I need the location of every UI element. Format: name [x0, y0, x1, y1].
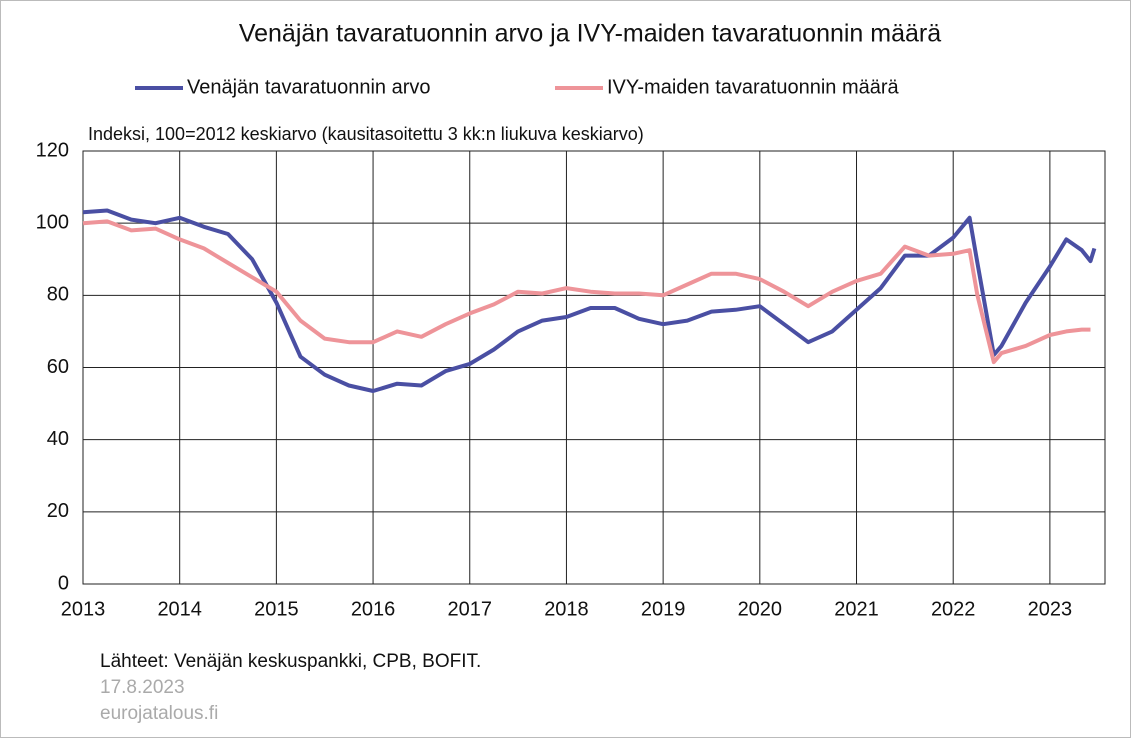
y-tick-label: 40	[47, 428, 69, 450]
x-tick-label: 2022	[931, 598, 976, 620]
x-tick-label: 2015	[254, 598, 299, 620]
x-tick-label: 2017	[448, 598, 493, 620]
y-tick-label: 60	[47, 356, 69, 378]
source: Lähteet: Venäjän keskuspankki, CPB, BOFI…	[100, 651, 481, 672]
x-tick-label: 2019	[641, 598, 686, 620]
chart-title: Venäjän tavaratuonnin arvo ja IVY-maiden…	[239, 20, 941, 48]
legend-label: Venäjän tavaratuonnin arvo	[187, 76, 431, 98]
y-tick-label: 100	[36, 211, 69, 233]
date: 17.8.2023	[100, 677, 185, 698]
x-tick-label: 2020	[738, 598, 783, 620]
website: eurojatalous.fi	[100, 703, 218, 724]
y-tick-label: 0	[58, 572, 69, 594]
y-tick-label: 120	[36, 139, 69, 161]
x-tick-label: 2023	[1028, 598, 1073, 620]
x-tick-label: 2021	[834, 598, 879, 620]
x-tick-label: 2018	[544, 598, 589, 620]
plot-border	[82, 150, 1106, 585]
series-line	[82, 219, 1091, 365]
x-tick-label: 2014	[157, 598, 202, 620]
y-tick-label: 20	[47, 500, 69, 522]
legend-label: IVY-maiden tavaratuonnin määrä	[607, 76, 900, 98]
y-tick-label: 80	[47, 284, 69, 306]
x-tick-label: 2013	[61, 598, 106, 620]
subtitle: Indeksi, 100=2012 keskiarvo (kausitasoit…	[88, 124, 644, 144]
x-tick-label: 2016	[351, 598, 396, 620]
